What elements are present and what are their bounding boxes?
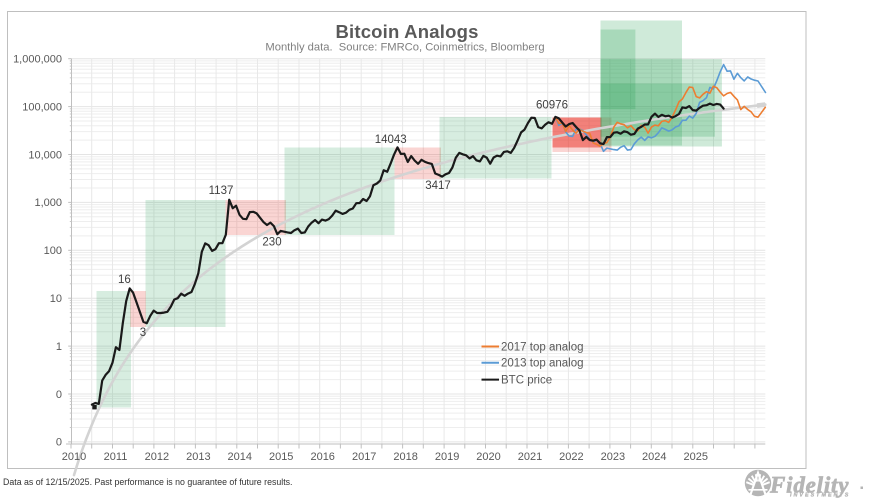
svg-text:2010: 2010 — [62, 451, 86, 463]
svg-text:2017: 2017 — [352, 451, 376, 463]
svg-text:10,000: 10,000 — [28, 149, 62, 161]
svg-text:60976: 60976 — [536, 100, 568, 112]
svg-text:2019: 2019 — [435, 451, 459, 463]
svg-text:0: 0 — [56, 437, 62, 449]
svg-text:10: 10 — [50, 293, 62, 305]
svg-text:BTC price: BTC price — [501, 375, 552, 387]
svg-text:2013: 2013 — [186, 451, 210, 463]
svg-text:2018: 2018 — [393, 451, 417, 463]
svg-text:2012: 2012 — [145, 451, 169, 463]
svg-text:0: 0 — [56, 389, 62, 401]
svg-text:100: 100 — [44, 245, 62, 257]
svg-text:230: 230 — [262, 237, 281, 249]
svg-text:2021: 2021 — [518, 451, 542, 463]
svg-text:14043: 14043 — [375, 134, 407, 146]
svg-text:2020: 2020 — [476, 451, 500, 463]
svg-text:3: 3 — [140, 327, 146, 339]
svg-text:1,000: 1,000 — [34, 197, 62, 209]
svg-text:16: 16 — [118, 274, 131, 286]
svg-text:1: 1 — [56, 341, 62, 353]
svg-text:2025: 2025 — [684, 451, 708, 463]
svg-text:Bitcoin Analogs: Bitcoin Analogs — [335, 21, 478, 42]
svg-text:3417: 3417 — [425, 180, 451, 192]
svg-text:2017 top analog: 2017 top analog — [501, 342, 584, 354]
svg-text:Monthly data. Source: FMRCo,: Monthly data. Source: FMRCo, Coinmetrics… — [265, 42, 544, 54]
svg-text:2024: 2024 — [642, 451, 666, 463]
svg-text:INVESTMENTS: INVESTMENTS — [790, 493, 850, 499]
svg-text:2016: 2016 — [310, 451, 334, 463]
svg-text:100,000: 100,000 — [22, 101, 62, 113]
svg-text:2022: 2022 — [559, 451, 583, 463]
svg-text:2011: 2011 — [104, 451, 128, 463]
svg-text:2013 top analog: 2013 top analog — [501, 358, 584, 370]
svg-text:2015: 2015 — [269, 451, 293, 463]
svg-text:1137: 1137 — [209, 185, 234, 197]
svg-text:Fidelity: Fidelity — [769, 473, 849, 498]
svg-text:Data as of 12/15/2025. Past pe: Data as of 12/15/2025. Past performance … — [3, 477, 293, 487]
svg-text:2023: 2023 — [601, 451, 625, 463]
svg-text:1,000,000: 1,000,000 — [13, 54, 62, 66]
svg-text:2014: 2014 — [228, 451, 252, 463]
